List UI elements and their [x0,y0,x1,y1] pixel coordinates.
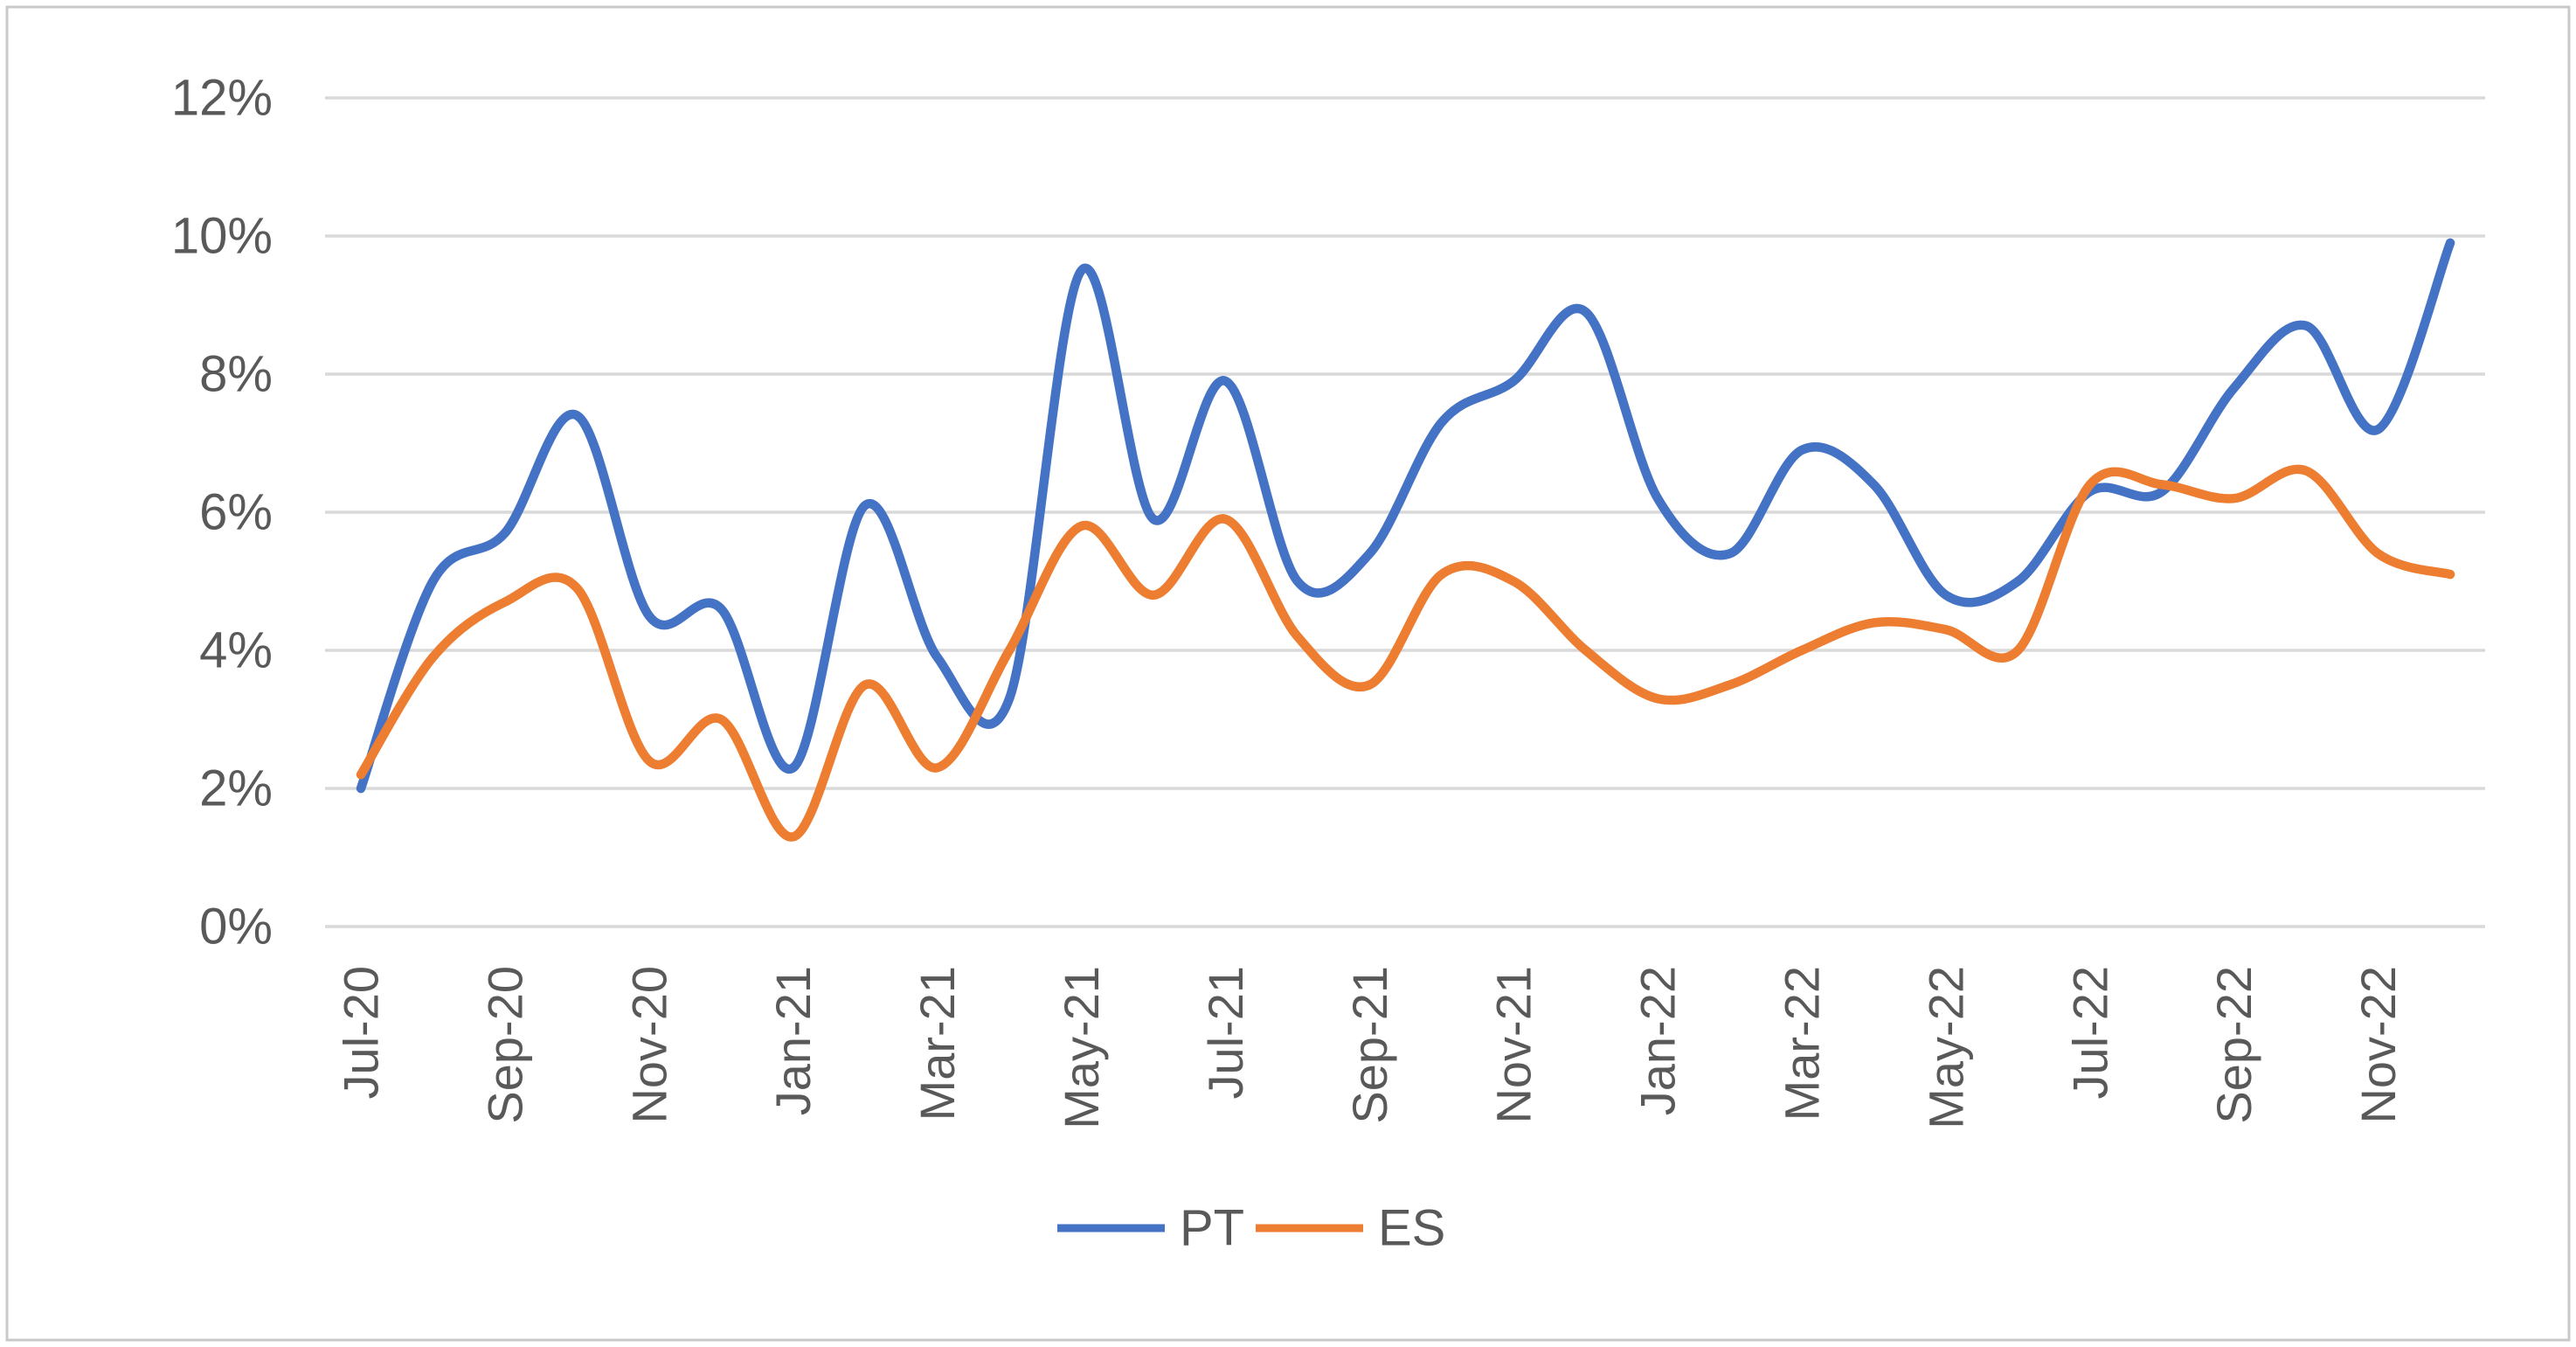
x-tick-label-Mar-21: Mar-21 [910,966,965,1121]
x-tick-label-Nov-21: Nov-21 [1486,966,1541,1124]
x-tick-label-Sep-22: Sep-22 [2206,966,2261,1124]
gridlines [325,96,2485,928]
x-tick-label-Jul-21: Jul-21 [1198,966,1253,1100]
y-tick-label-10%: 10% [171,208,273,265]
x-axis-labels: Jul-20 Sep-20 Nov-20 Jan-21 Mar-21 May-21 Jul-… [334,966,2406,1129]
legend: PT ES [1057,1200,1445,1257]
y-axis-labels: 0% 2% 4% 6% 8% 10% 12% [171,70,273,955]
series-lines [356,238,2455,842]
x-tick-label-Mar-22: Mar-22 [1775,966,1830,1121]
y-tick-label-0%: 0% [199,899,273,955]
y-tick-label-4%: 4% [199,622,273,679]
x-tick-label-Jan-21: Jan-21 [765,966,821,1115]
y-tick-label-6%: 6% [199,484,273,541]
series-line-pt[interactable] [356,238,2455,794]
x-tick-label-Sep-20: Sep-20 [477,966,532,1124]
x-tick-label-Sep-21: Sep-21 [1342,966,1397,1124]
x-tick-label-May-21: May-21 [1054,966,1109,1129]
x-tick-label-Jul-20: Jul-20 [334,966,389,1100]
legend-label-pt[interactable]: PT [1180,1200,1244,1257]
y-tick-label-8%: 8% [199,346,273,403]
legend-label-es[interactable]: ES [1378,1200,1445,1257]
x-tick-label-Jul-22: Jul-22 [2062,966,2117,1100]
series-line-es[interactable] [356,464,2455,842]
x-tick-label-Nov-20: Nov-20 [621,966,676,1124]
chart-border [5,5,2571,1342]
y-tick-label-12%: 12% [171,70,273,127]
x-tick-label-May-22: May-22 [1918,966,1973,1129]
x-tick-label-Nov-22: Nov-22 [2351,966,2406,1124]
x-tick-label-Jan-22: Jan-22 [1631,966,1686,1115]
y-tick-label-2%: 2% [199,760,273,817]
